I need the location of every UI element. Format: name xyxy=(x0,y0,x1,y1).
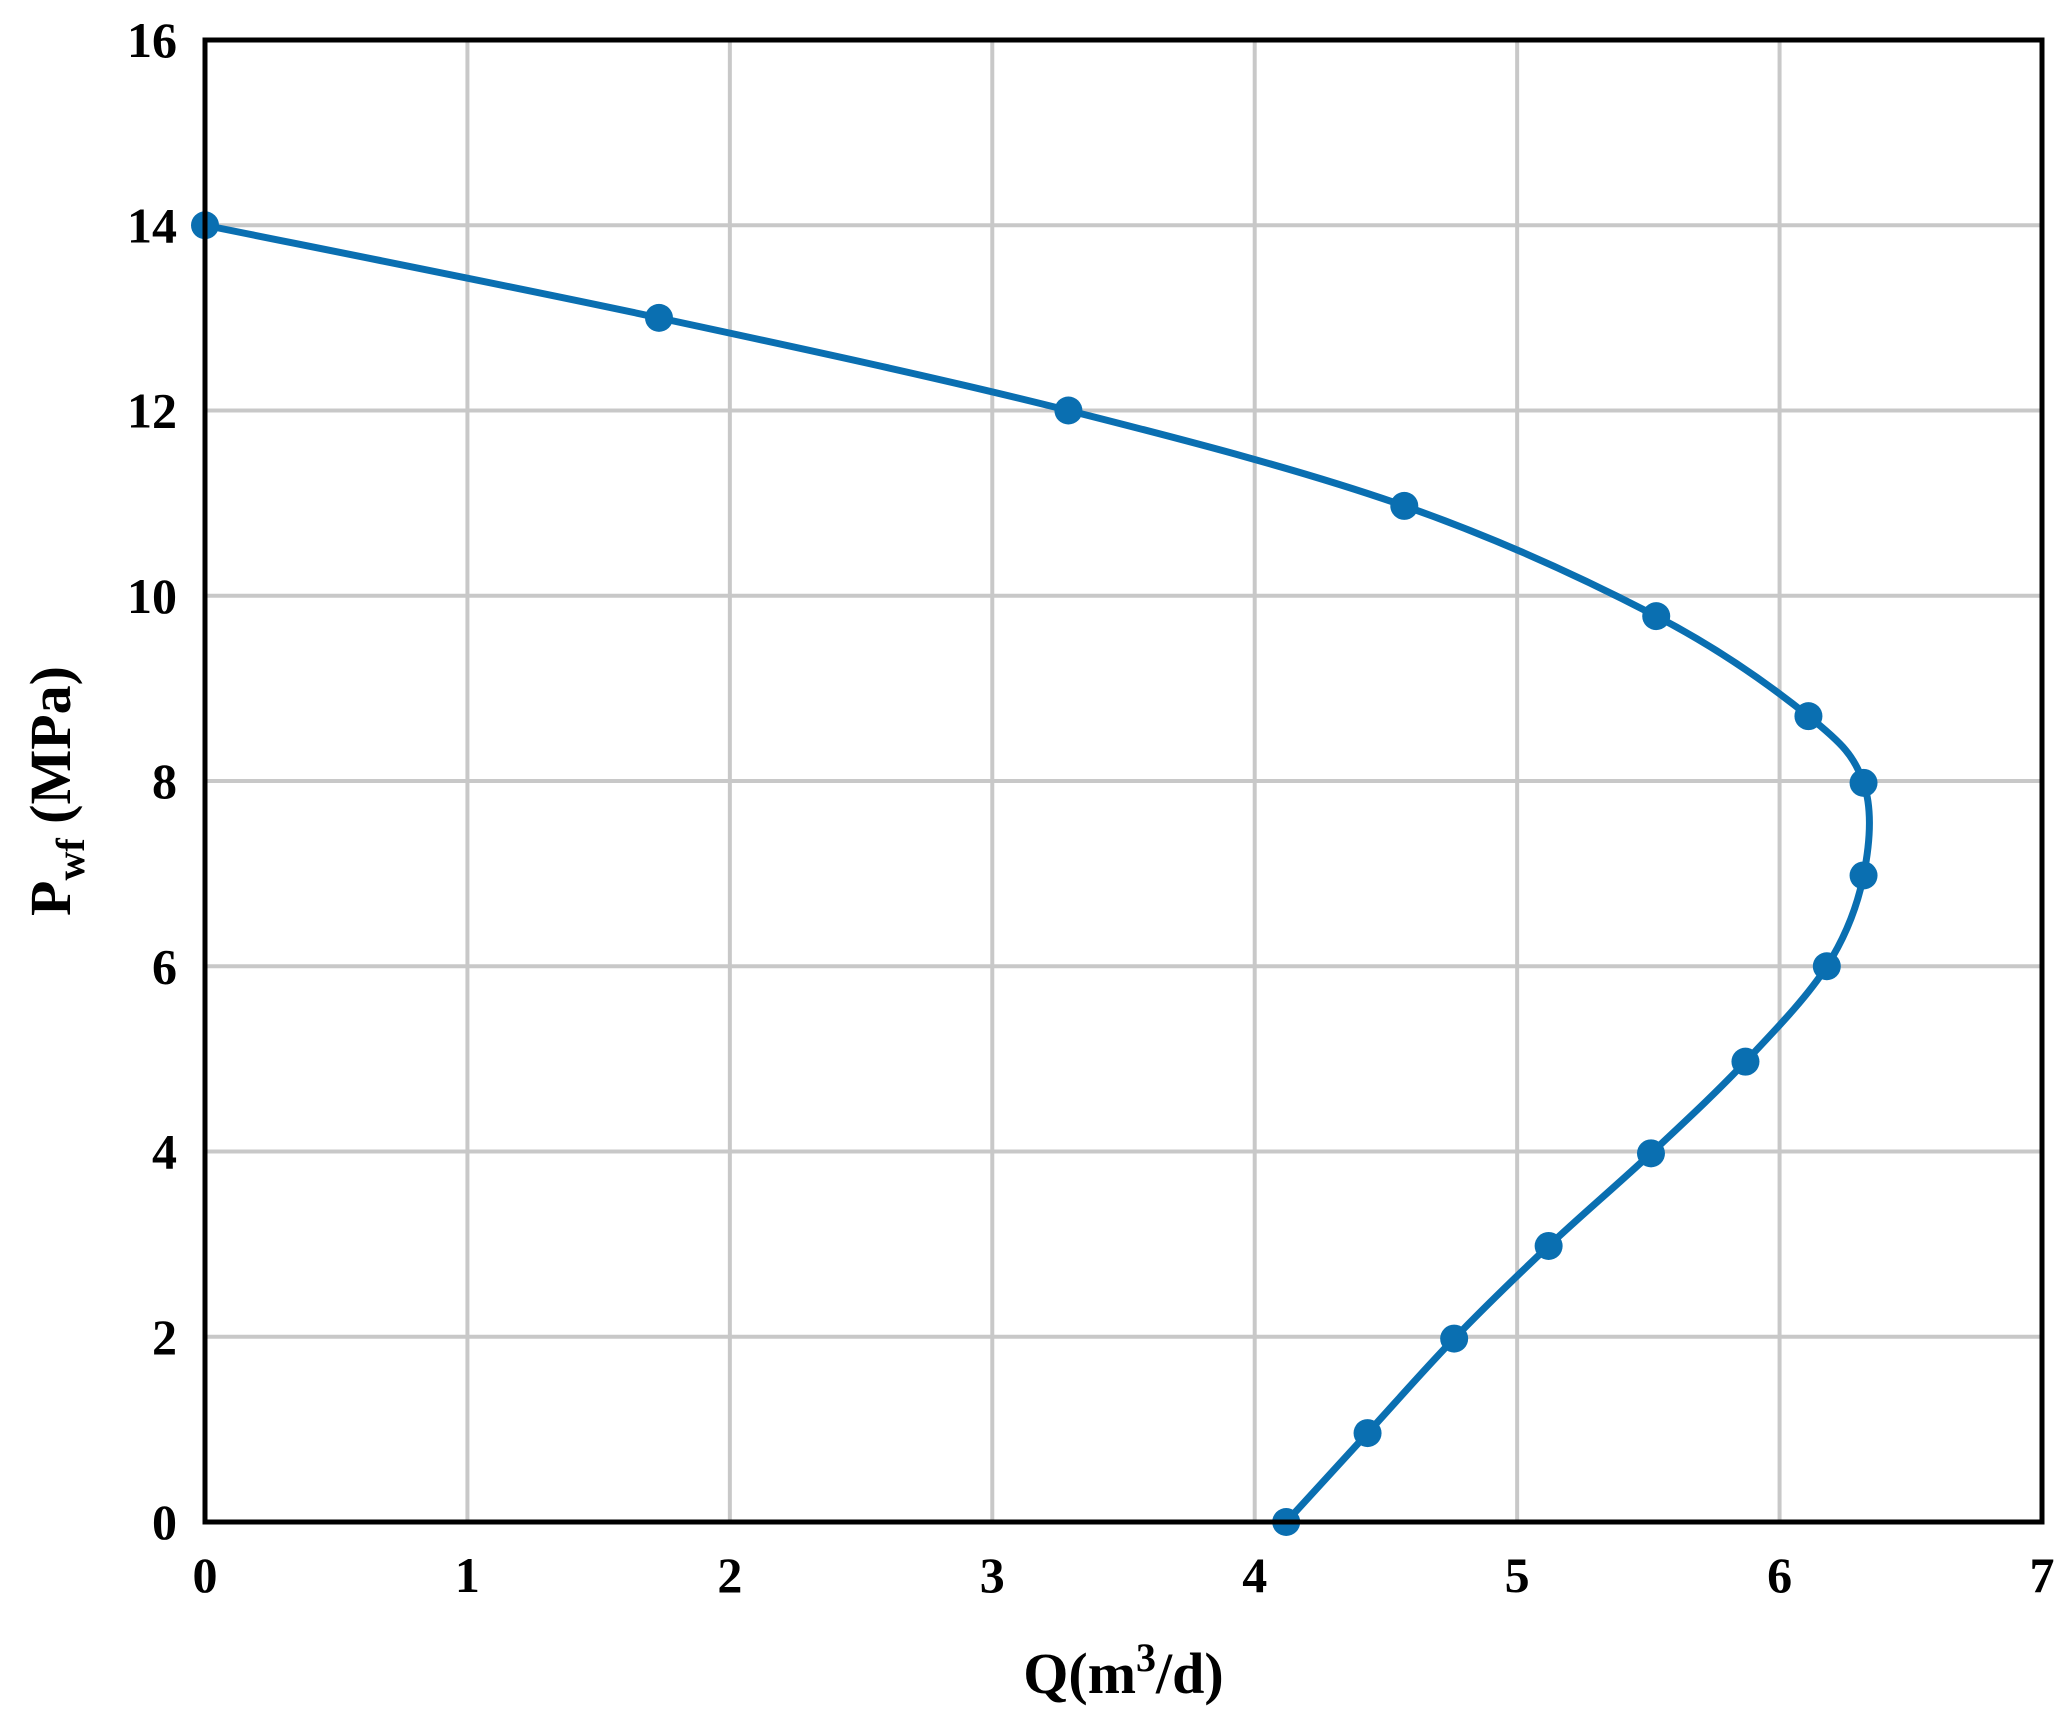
data-point xyxy=(1636,1139,1665,1168)
x-tick-label: 1 xyxy=(455,1547,480,1603)
plot-frame xyxy=(202,37,2045,1525)
x-axis-ticks: 0 1 2 3 4 5 6 7 xyxy=(193,1547,2055,1603)
data-point xyxy=(1849,768,1878,797)
x-tick-label: 2 xyxy=(717,1547,742,1603)
data-point xyxy=(1054,396,1083,425)
x-tick-label: 3 xyxy=(980,1547,1005,1603)
x-axis-label-tail: /d) xyxy=(1155,1641,1224,1706)
x-tick-label: 0 xyxy=(193,1547,218,1603)
y-tick-label: 4 xyxy=(152,1124,177,1180)
data-point xyxy=(645,303,674,332)
y-tick-label: 2 xyxy=(152,1309,177,1365)
y-tick-label: 16 xyxy=(127,12,177,68)
data-point xyxy=(1849,861,1878,890)
y-axis-label: Pwf (MPa) xyxy=(18,666,93,916)
y-axis-label-sub: wf xyxy=(48,838,93,881)
series-line xyxy=(201,221,1873,1526)
x-tick-label: 7 xyxy=(2030,1547,2055,1603)
x-axis-label-sup: 3 xyxy=(1136,1635,1156,1680)
grid-lines xyxy=(203,38,2044,1524)
y-tick-label: 14 xyxy=(127,197,177,253)
x-tick-label: 5 xyxy=(1505,1547,1530,1603)
x-axis-label: Q(m3/d) xyxy=(1023,1635,1223,1706)
y-axis-label-base: P xyxy=(18,881,83,916)
data-point xyxy=(1534,1231,1563,1260)
y-tick-label: 8 xyxy=(152,753,177,809)
y-tick-label: 12 xyxy=(127,383,177,439)
x-tick-label: 6 xyxy=(1767,1547,1792,1603)
x-axis-label-base: Q(m xyxy=(1023,1641,1136,1706)
data-point xyxy=(1440,1324,1469,1353)
data-point xyxy=(1353,1419,1382,1448)
y-axis-label-tail: (MPa) xyxy=(18,666,83,838)
data-point xyxy=(1794,702,1823,731)
y-tick-label: 10 xyxy=(127,568,177,624)
y-tick-label: 0 xyxy=(152,1494,177,1550)
x-tick-label: 4 xyxy=(1242,1547,1267,1603)
data-point xyxy=(1731,1047,1760,1076)
series-points xyxy=(191,211,1878,1536)
data-point xyxy=(1390,491,1419,520)
data-point xyxy=(1812,952,1841,981)
series-curve xyxy=(201,221,1873,1526)
y-tick-label: 6 xyxy=(152,938,177,994)
data-point xyxy=(1642,602,1671,631)
y-axis-ticks: 0 2 4 6 8 10 12 14 16 xyxy=(127,12,177,1550)
